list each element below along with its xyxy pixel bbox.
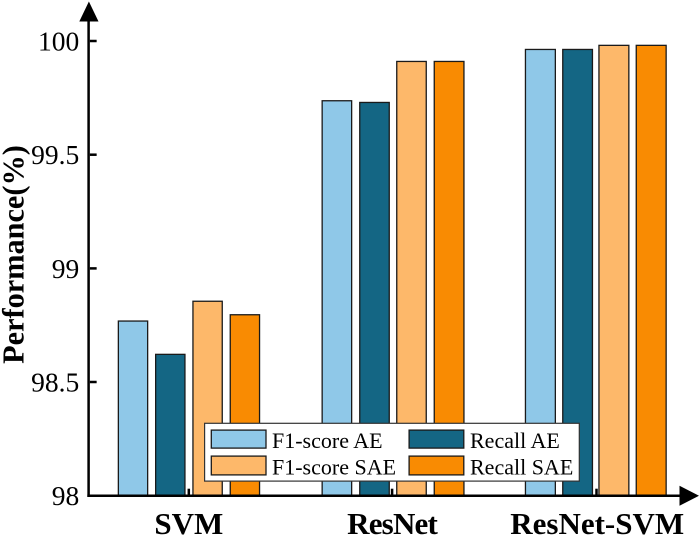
svg-text:SVM: SVM <box>154 506 223 535</box>
svg-text:ResNet: ResNet <box>347 506 438 535</box>
svg-text:98: 98 <box>52 480 80 511</box>
svg-text:Performance(%): Performance(%) <box>0 145 30 364</box>
svg-text:F1-score AE: F1-score AE <box>272 428 383 453</box>
svg-text:99: 99 <box>52 253 80 284</box>
svg-text:98.5: 98.5 <box>31 367 79 398</box>
svg-text:F1-score SAE: F1-score SAE <box>272 455 396 480</box>
svg-text:ResNet-SVM: ResNet-SVM <box>510 506 684 535</box>
svg-text:Recall AE: Recall AE <box>470 428 560 453</box>
svg-text:100: 100 <box>38 26 79 57</box>
svg-text:Recall SAE: Recall SAE <box>470 455 573 480</box>
svg-text:99.5: 99.5 <box>31 139 79 170</box>
